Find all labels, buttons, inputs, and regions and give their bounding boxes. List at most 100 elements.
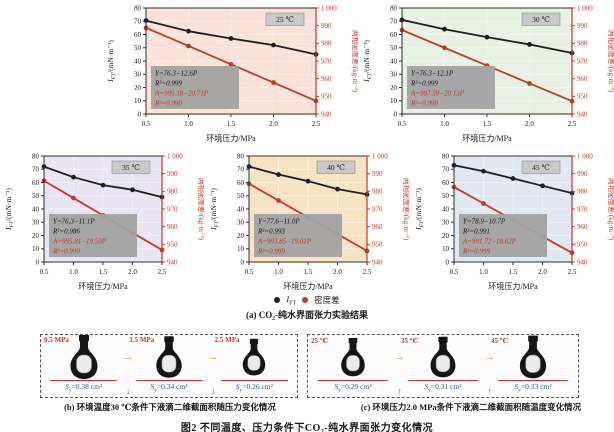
fit-annotation-line: A=999.18−20.71P <box>154 90 209 98</box>
baseline-rule <box>135 380 203 381</box>
svg-text:0: 0 <box>241 258 245 266</box>
svg-text:60: 60 <box>134 31 142 39</box>
temperature-label: 45 ℃ <box>532 163 550 172</box>
fit-annotation-line: Y=76.3−12.6P <box>155 70 198 78</box>
svg-text:960: 960 <box>372 223 383 231</box>
svg-text:0.5: 0.5 <box>40 268 49 276</box>
fit-annotation-line: R²=0.990 <box>154 100 182 108</box>
svg-text:20: 20 <box>442 232 450 240</box>
svg-text:50: 50 <box>237 192 245 200</box>
fit-annotation-line: R²=0.991 <box>462 228 490 236</box>
svg-text:70: 70 <box>237 166 245 174</box>
trend-arrow-icon: ↑ <box>487 386 493 396</box>
baseline-rule <box>407 380 479 381</box>
fit-annotation-line: Y=76.3−11.1P <box>53 218 95 226</box>
svg-text:2.5: 2.5 <box>568 268 577 276</box>
svg-text:30: 30 <box>32 219 40 227</box>
x-axis-label: 环境压力/MPa <box>283 281 333 291</box>
right-y-axis-label: 两相密度差/(kg·m⁻³) <box>351 30 358 93</box>
baseline-rule <box>497 380 569 381</box>
svg-text:80: 80 <box>32 152 40 160</box>
svg-text:2.5: 2.5 <box>363 268 372 276</box>
ift-legend-marker-icon <box>274 297 281 303</box>
svg-text:80: 80 <box>237 152 245 160</box>
svg-text:2.5: 2.5 <box>312 120 321 128</box>
fit-annotation-line: R²=0.999 <box>410 100 438 108</box>
svg-text:2.0: 2.0 <box>538 268 547 276</box>
svg-text:0: 0 <box>36 258 40 266</box>
svg-text:0: 0 <box>138 110 142 118</box>
svg-text:60: 60 <box>390 31 398 39</box>
svg-text:20: 20 <box>32 232 40 240</box>
temperature-box <box>521 12 561 26</box>
svg-text:60: 60 <box>237 179 245 187</box>
svg-text:40: 40 <box>237 205 245 213</box>
ift-series <box>451 162 575 196</box>
droplet-cell: 0.5 MPa Sy=0.38 cm² → ↓ <box>41 335 133 397</box>
droplet-cell: 25 ℃ Sy=0.29 cm² → ↑ <box>308 335 405 397</box>
x-axis-label: 环境压力/MPa <box>78 281 128 291</box>
svg-text:0.5: 0.5 <box>245 268 254 276</box>
fit-annotation-line: A=995.81−19.59P <box>52 238 107 246</box>
temperature-label: 40 ℃ <box>327 163 345 172</box>
svg-text:80: 80 <box>442 152 450 160</box>
svg-text:40: 40 <box>390 57 398 65</box>
arrow-right-icon: → <box>484 351 495 363</box>
x-axis-label: 环境压力/MPa <box>462 133 512 143</box>
x-axis-label: 环境压力/MPa <box>206 133 256 143</box>
svg-text:2.0: 2.0 <box>525 120 534 128</box>
pendant-droplet-image <box>519 335 547 379</box>
x-axis-label: 环境压力/MPa <box>488 281 538 291</box>
baseline-rule <box>317 380 389 381</box>
svg-text:50: 50 <box>442 192 450 200</box>
svg-text:80: 80 <box>390 4 398 12</box>
svg-text:0: 0 <box>446 258 450 266</box>
svg-text:30: 30 <box>390 71 398 79</box>
svg-text:10: 10 <box>442 245 450 253</box>
condition-label: 35 ℃ <box>401 337 419 345</box>
svg-text:940: 940 <box>372 258 383 266</box>
area-label: Sy=0.33 cm² <box>514 382 552 394</box>
svg-text:60: 60 <box>442 179 450 187</box>
svg-text:980: 980 <box>321 40 332 48</box>
pendant-droplet-image <box>430 336 456 378</box>
fit-annotation-line: Y=78.9−10.7P <box>463 218 506 226</box>
left-y-axis-label: IFT/(mN·m⁻¹) <box>414 188 425 231</box>
arrow-right-icon: → <box>207 351 219 363</box>
svg-text:50: 50 <box>32 192 40 200</box>
svg-text:1.5: 1.5 <box>99 268 108 276</box>
droplet-cell: 35 ℃ Sy=0.31 cm² → ↑ <box>398 335 495 397</box>
svg-text:0.5: 0.5 <box>142 120 151 128</box>
svg-text:2.5: 2.5 <box>158 268 167 276</box>
chart-25c: 0 10 20 30 40 50 60 70 80 940 950 960 970 980 990 1 000… <box>106 4 358 143</box>
svg-text:1.5: 1.5 <box>509 268 518 276</box>
svg-text:2.0: 2.0 <box>333 268 342 276</box>
svg-text:1 000: 1 000 <box>321 4 337 12</box>
svg-text:990: 990 <box>321 22 332 30</box>
chart-40c: 0 10 20 30 40 50 60 70 80 940 950 960 970 980 990 1 000… <box>209 152 409 291</box>
fit-annotation-line: A=997.59−20.13P <box>410 90 465 98</box>
svg-text:50: 50 <box>390 44 398 52</box>
fit-annotation-line: R²=0.999 <box>410 80 438 88</box>
svg-text:1 000: 1 000 <box>577 4 593 12</box>
svg-text:70: 70 <box>442 166 450 174</box>
arrow-right-icon: → <box>394 351 405 363</box>
svg-text:940: 940 <box>167 258 178 266</box>
temperature-box <box>111 160 151 174</box>
svg-text:960: 960 <box>167 223 178 231</box>
svg-text:0.5: 0.5 <box>398 120 407 128</box>
svg-text:70: 70 <box>390 18 398 26</box>
svg-text:1.5: 1.5 <box>483 120 492 128</box>
condition-label: 45 ℃ <box>491 337 509 345</box>
fit-annotation-line: R²=0.993 <box>257 228 285 236</box>
fit-annotation-line: A=993.85−19.01P <box>257 238 312 246</box>
area-label: Sy=0.31 cm² <box>424 382 462 394</box>
droplet-panels-row: 0.5 MPa Sy=0.38 cm² → ↓ 1.5 MPa Sy=0.34 cm² → ↓… <box>40 334 614 398</box>
sub-captions-row: (b) 环境温度30 ℃条件下液滴二维截面积随压力变化情况 (c) 环境压力2.… <box>0 401 614 413</box>
area-label: Sy=0.34 cm² <box>150 382 188 394</box>
svg-text:990: 990 <box>167 170 178 178</box>
trend-arrow-icon: ↑ <box>397 386 403 396</box>
ift-legend-label: IFT <box>286 293 297 307</box>
panel-c-temperature-series: 25 ℃ Sy=0.29 cm² → ↑ 35 ℃ Sy=0.31 cm² → ↑ 45 ℃ Sy… <box>307 334 579 398</box>
